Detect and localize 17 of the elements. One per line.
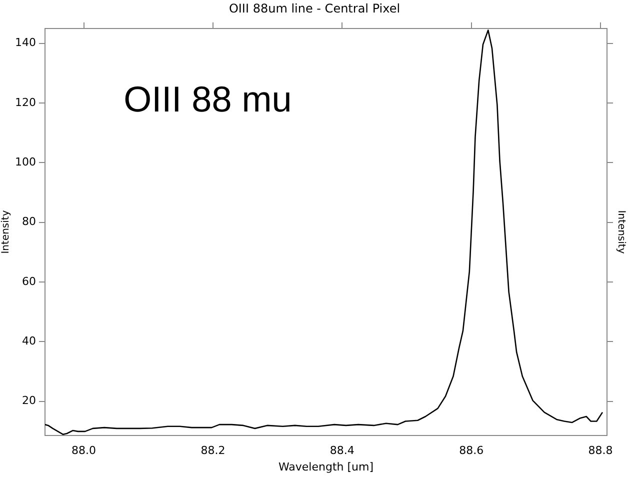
x-axis-title: Wavelength [um] [278, 460, 374, 474]
y-tick-label: 60 [22, 274, 36, 288]
x-tick-label: 88.6 [459, 444, 484, 458]
y-tick-label: 140 [14, 36, 36, 50]
x-tick-label: 88.2 [200, 444, 226, 458]
y2-axis-title: Intensity [615, 210, 626, 254]
y-axis-title: Intensity [0, 210, 12, 254]
y-tick-label: 20 [22, 394, 36, 408]
annotation: OIII 88 mu [124, 78, 292, 120]
y-tick-label: 100 [14, 156, 36, 168]
y-tick-label: 40 [22, 334, 36, 348]
x-tick-label: 88.0 [72, 444, 96, 458]
x-tick-label: 88.4 [330, 444, 354, 458]
y-tick-label: 80 [22, 215, 36, 228]
chart-title: OIII 88um line - Central Pixel [228, 1, 400, 16]
y-tick-label: 120 [14, 96, 36, 109]
x-tick-label: 88.8 [588, 444, 613, 458]
